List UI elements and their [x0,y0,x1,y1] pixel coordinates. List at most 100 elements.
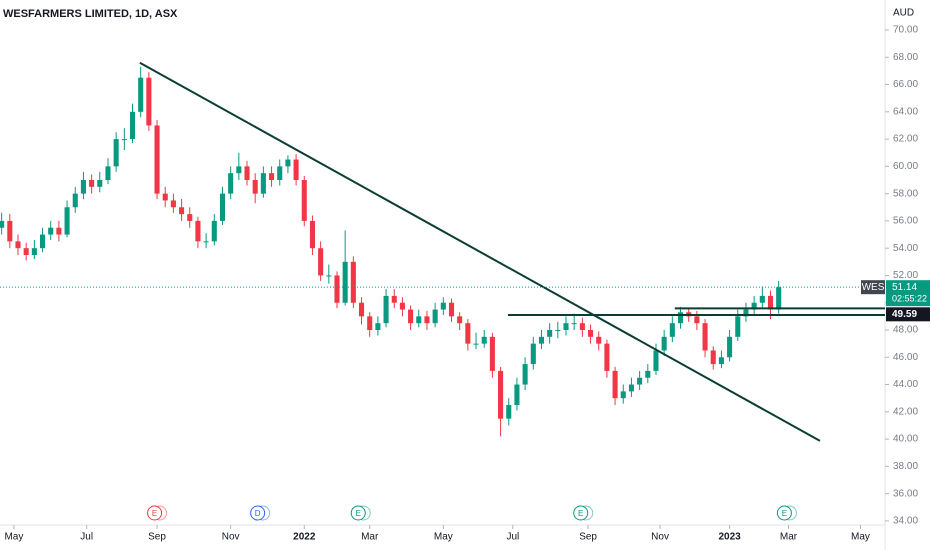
symbol-label: WES [862,282,885,293]
event-label: E [356,509,361,518]
x-tick-label: Mar [361,532,379,543]
candle-body [579,323,585,330]
y-tick-label: 62.00 [893,134,918,145]
candle-body [743,309,749,317]
x-tick-label: Nov [222,532,240,543]
y-tick-label: 58.00 [893,188,918,199]
candle-body [187,214,193,221]
candle-body [457,316,463,324]
candle-body [481,336,487,344]
y-tick-label: 54.00 [893,243,918,254]
x-tick-label: 2023 [718,532,741,543]
candle-body [637,377,643,385]
candle-body [219,193,226,221]
candle-body [260,173,266,194]
price-label: 49.59 [892,309,917,320]
x-tick-label: May [434,532,453,543]
candle-body [334,275,340,303]
event-label: E [578,509,583,518]
candle-body [203,241,209,243]
x-tick-label: 2022 [293,532,316,543]
candle-body [7,220,13,242]
candle-body [465,323,471,344]
x-tick-label: Sep [148,532,166,543]
candle-body [301,180,307,221]
candle-body [694,316,700,324]
candle-body [375,323,381,330]
candle-body [718,357,724,365]
candle-body [277,166,283,180]
candle-body [448,302,455,317]
candle-body [121,139,127,141]
candle-body [612,370,618,399]
candle-body [0,220,5,228]
candle-body [391,295,397,303]
y-tick-label: 36.00 [893,488,918,499]
candle-body [252,180,258,194]
candle-body [473,343,479,345]
candle-body [416,316,422,324]
y-tick-label: 34.00 [893,516,918,527]
candle-body [759,295,765,303]
candle-body [645,370,651,378]
y-tick-label: 42.00 [893,406,918,417]
y-tick-label: 56.00 [893,216,918,227]
candle-body [269,173,275,180]
candle-body [661,336,667,351]
x-tick-label: May [4,532,23,543]
y-tick-label: 52.00 [893,270,918,281]
candle-body [751,302,757,310]
candle-body [326,275,332,277]
candle-body [383,295,389,324]
x-tick-label: May [851,532,870,543]
event-label: E [782,509,787,518]
candle-body [506,405,512,419]
candle-body [105,166,111,180]
candle-body [767,295,774,310]
candle-body [89,180,95,187]
candle-body [596,336,602,344]
candle-body [350,261,356,303]
event-icon [147,505,163,521]
candle-body [285,159,291,167]
y-tick-label: 40.00 [893,434,918,445]
candle-body [620,391,626,399]
candle-body [244,166,250,180]
candle-body [735,316,741,337]
candle-body [309,220,315,249]
countdown: 02:55:22 [892,294,927,304]
y-tick-label: 64.00 [893,106,918,117]
currency: AUD [893,8,914,19]
candle-body [236,166,242,174]
candle-body [555,330,561,331]
candle-body [547,330,553,337]
candle-body [367,316,373,330]
candle-body [138,77,144,112]
candle-body [530,343,536,365]
candle-body [48,227,54,235]
trendline [139,61,821,442]
symbol-box [861,280,885,295]
x-tick-label: Jul [506,532,519,543]
y-tick-label: 44.00 [893,379,918,390]
candle-body [424,316,430,324]
candle-body [776,287,782,310]
event-label: D [255,509,261,518]
last-price-label: 51.14 [892,282,917,293]
candle-body [211,220,217,242]
candle-body [522,364,528,385]
candle-body [628,384,634,392]
candle-body [702,323,708,351]
candle-body [571,323,577,325]
x-tick-label: Nov [651,532,669,543]
candle-body [669,323,675,337]
candle-body [129,111,136,140]
chart-title: WESFARMERS LIMITED, 1D, ASX [3,8,178,20]
candle-body [677,312,684,324]
x-tick-label: Mar [780,532,798,543]
candle-body [195,220,201,242]
x-tick-label: Jul [80,532,93,543]
event-icon [250,505,266,521]
